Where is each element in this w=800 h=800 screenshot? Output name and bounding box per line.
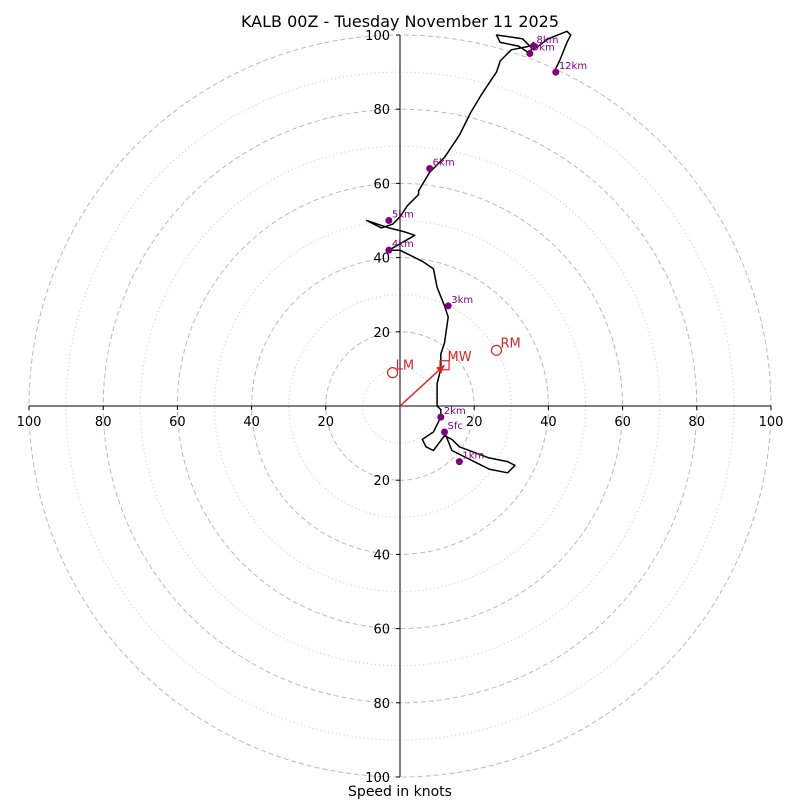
height-marker-3km [444,302,452,310]
y-tick-label: 40 [373,548,390,563]
height-marker-2km [437,413,445,421]
y-tick-label: 20 [373,474,390,489]
y-tick-label: 100 [365,29,390,44]
y-tick-label: 80 [373,103,390,118]
x-tick-label: 60 [169,415,186,430]
height-marker-1km [455,458,463,466]
height-marker-9km [526,50,534,58]
y-tick-label: 20 [373,326,390,341]
height-label-6km: 6km [433,158,455,169]
right-mover-marker [490,344,503,356]
height-label-2km: 2km [444,406,466,417]
wind-profile [365,30,572,474]
height-marker-5km [385,217,393,224]
x-tick-label: 20 [318,415,335,430]
y-tick-label: 40 [373,252,390,267]
tick-labels: 100 80 60 40 20 20 40 60 80 100 100 80 60 40 20 20 40 60 8… [17,29,784,786]
height-label-1km: 1km [462,451,484,462]
x-tick-label: 40 [243,415,260,430]
left-mover-label: LM [396,359,414,374]
mean-wind-label: MW [448,350,472,365]
hodograph-line [365,30,572,474]
chart-title: KALB 00Z - Tuesday November 11 2025 [241,12,559,31]
height-label-12km: 12km [559,61,587,72]
height-marker-12km [552,68,560,76]
x-tick-label: 40 [540,415,557,430]
height-label-sfc: Sfc [448,421,463,432]
height-marker-8km [530,42,538,50]
x-tick-label: 80 [689,415,706,430]
height-marker-4km [385,246,393,254]
x-tick-label: 60 [614,415,631,430]
height-label-5km: 5km [392,210,414,221]
mean-wind-marker [439,360,450,371]
right-mover-label: RM [500,336,520,351]
storm-motion: LM MW RM [386,336,521,407]
height-label-9km: 9km [533,43,555,54]
height-marker-sfc [441,428,449,436]
y-tick-label: 60 [373,177,390,192]
height-label-8km: 8km [537,35,559,46]
x-tick-label: 100 [759,415,784,430]
height-marker-6km [426,165,434,173]
y-tick-label: 60 [373,623,390,638]
x-axis-label: Speed in knots [348,784,452,800]
y-tick-label: 80 [373,697,390,712]
y-tick-label: 100 [365,771,390,786]
height-label-3km: 3km [451,295,473,306]
x-tick-label: 20 [466,415,483,430]
x-tick-label: 100 [17,415,42,430]
mean-wind-arrow [399,364,446,407]
height-label-4km: 4km [392,239,414,250]
left-mover-marker [386,367,399,379]
x-tick-label: 80 [95,415,112,430]
